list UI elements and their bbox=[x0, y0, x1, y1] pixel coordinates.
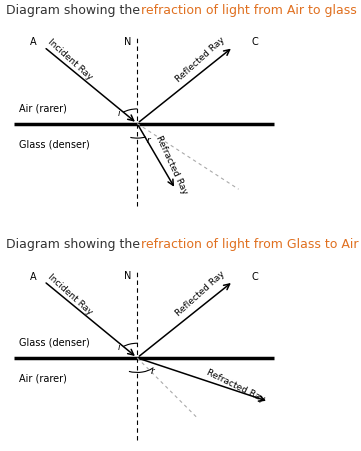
Text: Refracted Ray: Refracted Ray bbox=[205, 368, 266, 403]
Text: i: i bbox=[118, 109, 121, 117]
Text: Reflected Ray: Reflected Ray bbox=[174, 35, 227, 84]
Text: Incident Ray: Incident Ray bbox=[46, 37, 94, 82]
Text: Incident Ray: Incident Ray bbox=[46, 271, 94, 316]
Text: A: A bbox=[30, 37, 36, 47]
Text: Glass (denser): Glass (denser) bbox=[19, 139, 90, 149]
Text: i: i bbox=[118, 342, 121, 351]
Text: r: r bbox=[151, 367, 154, 376]
Text: Glass (denser): Glass (denser) bbox=[19, 337, 90, 347]
Text: Air (rarer): Air (rarer) bbox=[19, 373, 67, 383]
Text: refraction of light from Air to glass: refraction of light from Air to glass bbox=[141, 4, 357, 17]
Text: r: r bbox=[147, 136, 151, 145]
Text: Refracted Ray: Refracted Ray bbox=[154, 133, 189, 195]
Text: Diagram showing the: Diagram showing the bbox=[5, 4, 144, 17]
Text: Diagram showing the: Diagram showing the bbox=[5, 238, 144, 251]
Text: C: C bbox=[252, 37, 258, 47]
Text: refraction of light from Glass to Air: refraction of light from Glass to Air bbox=[141, 238, 358, 251]
Text: C: C bbox=[252, 271, 258, 281]
Text: N: N bbox=[124, 37, 132, 47]
Text: Air (rarer): Air (rarer) bbox=[19, 103, 67, 113]
Text: N: N bbox=[124, 271, 132, 281]
Text: Reflected Ray: Reflected Ray bbox=[174, 269, 227, 318]
Text: A: A bbox=[30, 271, 36, 281]
